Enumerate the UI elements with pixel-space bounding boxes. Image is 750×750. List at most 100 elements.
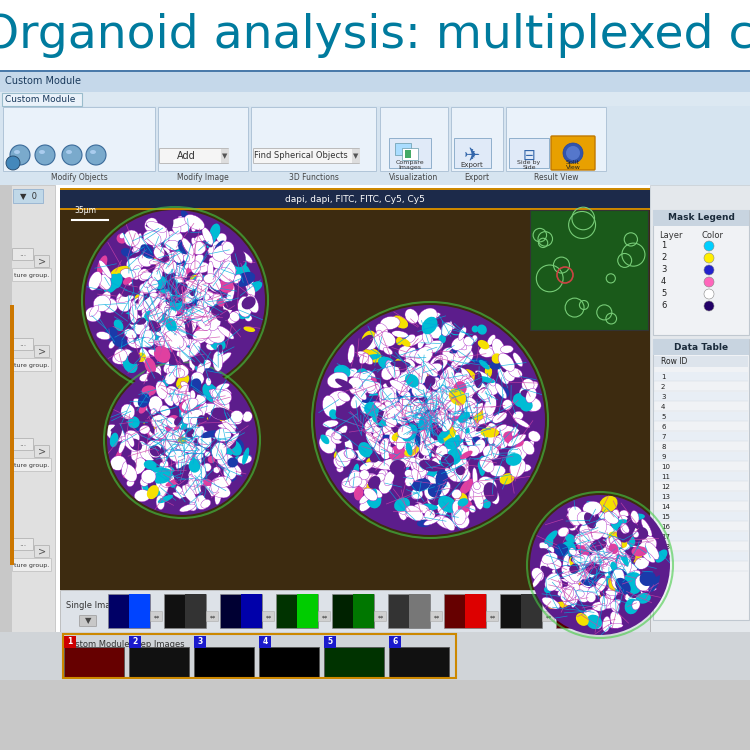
Ellipse shape <box>425 410 433 430</box>
Ellipse shape <box>161 435 176 451</box>
Ellipse shape <box>148 302 162 316</box>
Ellipse shape <box>168 284 180 302</box>
Ellipse shape <box>648 568 662 578</box>
Ellipse shape <box>171 266 178 273</box>
Ellipse shape <box>394 358 403 368</box>
Ellipse shape <box>151 248 161 257</box>
Ellipse shape <box>404 444 412 458</box>
Ellipse shape <box>423 428 430 434</box>
Ellipse shape <box>179 274 194 290</box>
Ellipse shape <box>140 272 152 280</box>
Ellipse shape <box>169 445 183 462</box>
Ellipse shape <box>592 552 604 566</box>
Ellipse shape <box>170 291 179 303</box>
Ellipse shape <box>455 446 466 455</box>
Bar <box>0 0 750 70</box>
Ellipse shape <box>505 382 510 388</box>
Ellipse shape <box>513 411 523 421</box>
Ellipse shape <box>379 393 393 406</box>
Bar <box>324 636 336 648</box>
Ellipse shape <box>393 366 411 382</box>
Ellipse shape <box>437 482 451 496</box>
Ellipse shape <box>148 350 165 358</box>
Ellipse shape <box>399 389 416 405</box>
Ellipse shape <box>164 251 186 267</box>
Ellipse shape <box>190 394 206 405</box>
Bar <box>388 594 430 628</box>
Ellipse shape <box>202 463 211 472</box>
Circle shape <box>315 305 545 535</box>
Ellipse shape <box>170 389 179 406</box>
Ellipse shape <box>356 371 371 386</box>
Ellipse shape <box>451 391 459 400</box>
Ellipse shape <box>118 432 132 443</box>
Ellipse shape <box>242 448 249 465</box>
Ellipse shape <box>185 444 194 461</box>
Ellipse shape <box>170 297 181 307</box>
Ellipse shape <box>592 562 600 570</box>
Ellipse shape <box>612 538 622 552</box>
Ellipse shape <box>635 592 651 604</box>
Ellipse shape <box>356 397 377 404</box>
Ellipse shape <box>528 430 540 442</box>
Ellipse shape <box>409 428 424 448</box>
Bar <box>353 594 374 628</box>
Ellipse shape <box>422 371 430 382</box>
Ellipse shape <box>424 437 435 450</box>
Text: ⇔: ⇔ <box>378 614 383 619</box>
Ellipse shape <box>170 282 188 296</box>
Ellipse shape <box>165 294 180 302</box>
Ellipse shape <box>399 409 411 422</box>
Bar <box>654 432 748 441</box>
Ellipse shape <box>432 413 441 421</box>
Bar <box>129 594 150 628</box>
Ellipse shape <box>388 446 406 460</box>
Bar <box>297 594 318 628</box>
Ellipse shape <box>142 386 156 396</box>
Ellipse shape <box>175 386 187 400</box>
Ellipse shape <box>238 454 252 464</box>
Ellipse shape <box>482 346 497 357</box>
Ellipse shape <box>174 286 181 296</box>
Ellipse shape <box>131 406 149 423</box>
Ellipse shape <box>581 540 596 555</box>
Ellipse shape <box>386 360 400 377</box>
Ellipse shape <box>425 414 433 425</box>
Ellipse shape <box>597 551 613 562</box>
Ellipse shape <box>586 501 601 512</box>
Ellipse shape <box>445 467 457 482</box>
Ellipse shape <box>398 372 408 383</box>
Ellipse shape <box>143 416 157 426</box>
Ellipse shape <box>109 340 115 349</box>
Ellipse shape <box>378 388 391 400</box>
Ellipse shape <box>170 292 183 310</box>
Ellipse shape <box>586 554 599 562</box>
Ellipse shape <box>332 433 341 440</box>
Ellipse shape <box>119 232 128 238</box>
Ellipse shape <box>189 357 195 370</box>
Ellipse shape <box>472 382 488 394</box>
Ellipse shape <box>524 398 534 411</box>
Ellipse shape <box>394 413 402 432</box>
Ellipse shape <box>401 463 410 472</box>
Ellipse shape <box>169 433 180 445</box>
Ellipse shape <box>179 427 195 442</box>
Ellipse shape <box>163 260 177 274</box>
Ellipse shape <box>226 333 241 349</box>
Ellipse shape <box>433 401 446 419</box>
Bar <box>0 680 750 750</box>
Ellipse shape <box>422 420 433 431</box>
Ellipse shape <box>121 404 135 419</box>
Ellipse shape <box>174 264 189 283</box>
Ellipse shape <box>479 494 490 508</box>
Ellipse shape <box>176 217 190 232</box>
Ellipse shape <box>191 372 204 385</box>
Ellipse shape <box>426 476 443 488</box>
Ellipse shape <box>218 386 232 395</box>
Ellipse shape <box>442 419 452 432</box>
Ellipse shape <box>588 560 599 570</box>
Bar <box>241 594 262 628</box>
Ellipse shape <box>139 326 156 344</box>
Ellipse shape <box>120 313 136 325</box>
Ellipse shape <box>226 285 235 306</box>
